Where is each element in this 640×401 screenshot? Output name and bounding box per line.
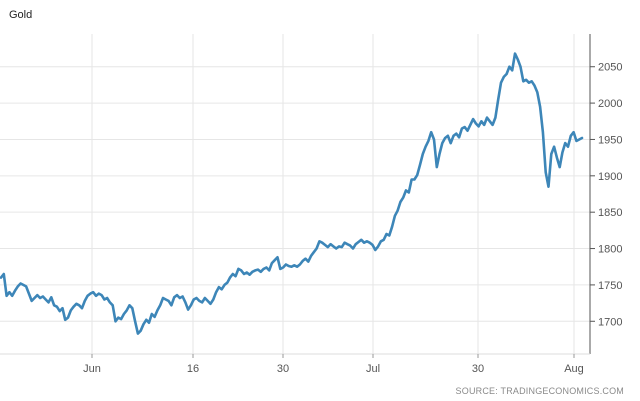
series-layer [0,52,584,335]
x-tick-label: Aug [564,363,584,375]
y-tick-label: 1900 [598,171,622,183]
y-tick-label: 2050 [598,62,622,74]
x-tick-label: Jul [366,363,380,375]
y-tick-label: 1950 [598,134,622,146]
chart-source: SOURCE: TRADINGECONOMICS.COM [455,386,624,396]
x-tick-label: 30 [277,363,289,375]
x-tick-label: 30 [472,363,484,375]
series-line [0,52,584,335]
chart-title: Gold [9,9,33,21]
y-axis: 1700 1750 1800 1850 1900 1950 2000 2050 [589,34,622,354]
y-tick-label: 1750 [598,280,622,292]
x-tick-label: Jun [83,363,101,375]
y-tick-label: 2000 [598,98,622,110]
y-tick-label: 1850 [598,207,622,219]
x-tick-label: 16 [187,363,199,375]
y-tick-label: 1700 [598,316,622,328]
x-axis: Jun 16 30 Jul 30 Aug [0,353,590,375]
grid-lines [0,34,590,354]
y-tick-label: 1800 [598,244,622,256]
